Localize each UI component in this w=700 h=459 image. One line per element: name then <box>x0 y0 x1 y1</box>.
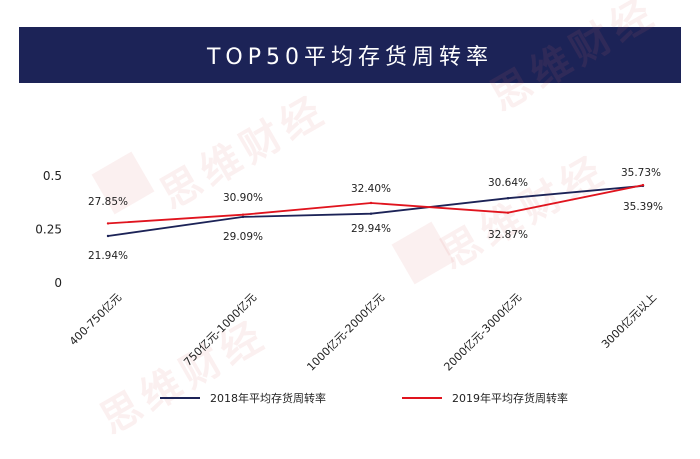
x-tick-label: 3000亿元以上 <box>599 291 659 351</box>
x-tick-label: 2000亿元-3000亿元 <box>441 291 524 374</box>
data-point <box>369 201 373 205</box>
data-point <box>241 213 245 216</box>
y-tick-label: 0.25 <box>35 223 62 237</box>
data-label: 29.94% <box>351 223 391 235</box>
legend-item-2019: 2019年平均存货周转率 <box>402 390 568 406</box>
legend-swatch-2018 <box>160 397 200 399</box>
data-point <box>106 234 110 238</box>
x-tick-label: 750亿元-1000亿元 <box>181 291 259 369</box>
data-point <box>106 222 110 225</box>
data-label: 35.73% <box>621 167 661 179</box>
x-tick-label: 1000亿元-2000亿元 <box>304 291 387 374</box>
y-tick-label: 0.5 <box>43 169 62 183</box>
data-label: 30.64% <box>488 177 528 189</box>
data-point <box>641 183 645 187</box>
legend-label-2018: 2018年平均存货周转率 <box>210 392 326 405</box>
title-bar: TOP50平均存货周转率 <box>19 27 681 83</box>
data-point <box>506 211 510 214</box>
x-tick-label: 400-750亿元 <box>67 291 124 348</box>
legend-item-2018: 2018年平均存货周转率 <box>160 390 326 406</box>
data-label: 29.09% <box>223 231 263 243</box>
data-point <box>241 215 245 219</box>
chart-title: TOP50平均存货周转率 <box>206 45 494 70</box>
data-point <box>506 197 510 200</box>
legend-label-2019: 2019年平均存货周转率 <box>452 392 568 405</box>
data-point <box>369 212 373 215</box>
data-label: 35.39% <box>623 201 663 213</box>
data-label: 30.90% <box>223 192 263 204</box>
data-label: 21.94% <box>88 250 128 262</box>
legend-swatch-2019 <box>402 397 442 399</box>
data-label: 27.85% <box>88 196 128 208</box>
data-label: 32.87% <box>488 229 528 241</box>
y-tick-label: 0 <box>54 276 62 290</box>
data-label: 32.40% <box>351 183 391 195</box>
